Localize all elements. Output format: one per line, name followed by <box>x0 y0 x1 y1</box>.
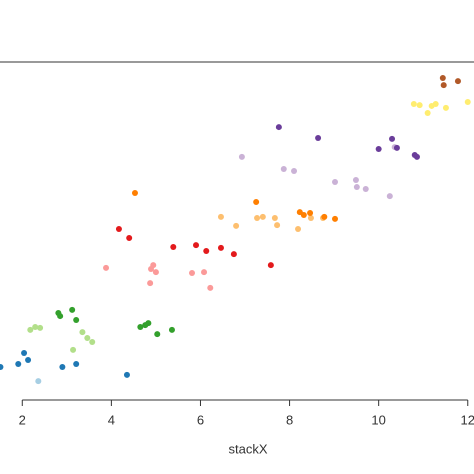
point <box>416 102 423 109</box>
point <box>154 331 161 338</box>
point <box>300 211 307 218</box>
point <box>203 247 210 254</box>
point <box>27 326 34 333</box>
point <box>442 104 449 111</box>
point <box>307 209 314 216</box>
point <box>115 226 122 233</box>
point <box>131 189 138 196</box>
point <box>389 135 396 142</box>
point <box>145 320 152 327</box>
point <box>315 135 322 142</box>
point <box>280 166 287 173</box>
point <box>57 313 64 320</box>
point <box>352 177 359 184</box>
point <box>193 242 200 249</box>
point <box>89 338 96 345</box>
point <box>73 317 80 324</box>
point <box>103 264 110 271</box>
point <box>362 186 369 193</box>
point <box>230 251 237 258</box>
point <box>254 215 261 222</box>
x-tick-label: 4 <box>108 412 115 427</box>
point <box>123 371 130 378</box>
point <box>137 324 144 331</box>
point <box>73 360 80 367</box>
point <box>439 75 446 82</box>
point <box>291 168 298 175</box>
point <box>0 364 4 371</box>
point <box>332 178 339 185</box>
x-tick-label: 6 <box>197 412 204 427</box>
point <box>37 324 44 331</box>
point <box>168 326 175 333</box>
point <box>307 215 314 222</box>
x-tick-label: 12 <box>461 412 474 427</box>
point <box>432 100 439 107</box>
point <box>259 213 266 220</box>
point <box>353 184 360 191</box>
x-tick-label: 2 <box>19 412 26 427</box>
point <box>271 215 278 222</box>
point <box>152 269 159 276</box>
point <box>201 269 208 276</box>
point <box>238 153 245 160</box>
point <box>274 222 281 229</box>
point <box>413 153 420 160</box>
point <box>233 222 240 229</box>
point <box>217 213 224 220</box>
point <box>84 335 91 342</box>
point <box>15 360 22 367</box>
point <box>126 235 133 242</box>
point <box>147 280 154 287</box>
point <box>464 98 471 105</box>
point <box>79 329 86 336</box>
point <box>454 78 461 85</box>
point <box>32 324 39 331</box>
point <box>35 378 42 385</box>
x-axis-label: stackX <box>228 441 267 456</box>
point <box>321 213 328 220</box>
point <box>424 109 431 116</box>
point <box>189 269 196 276</box>
point <box>267 262 274 269</box>
point <box>295 226 302 233</box>
point <box>217 244 224 251</box>
point <box>170 244 177 251</box>
point <box>275 124 282 131</box>
point <box>25 357 32 364</box>
point <box>69 306 76 313</box>
point <box>207 284 214 291</box>
point <box>59 364 66 371</box>
point <box>21 349 28 356</box>
point <box>440 82 447 89</box>
point <box>253 198 260 205</box>
x-tick-label: 10 <box>371 412 385 427</box>
point <box>375 146 382 153</box>
point <box>70 346 77 353</box>
x-tick-label: 8 <box>286 412 293 427</box>
point <box>393 144 400 151</box>
point <box>386 193 393 200</box>
point <box>410 100 417 107</box>
point <box>332 215 339 222</box>
point <box>150 262 157 269</box>
